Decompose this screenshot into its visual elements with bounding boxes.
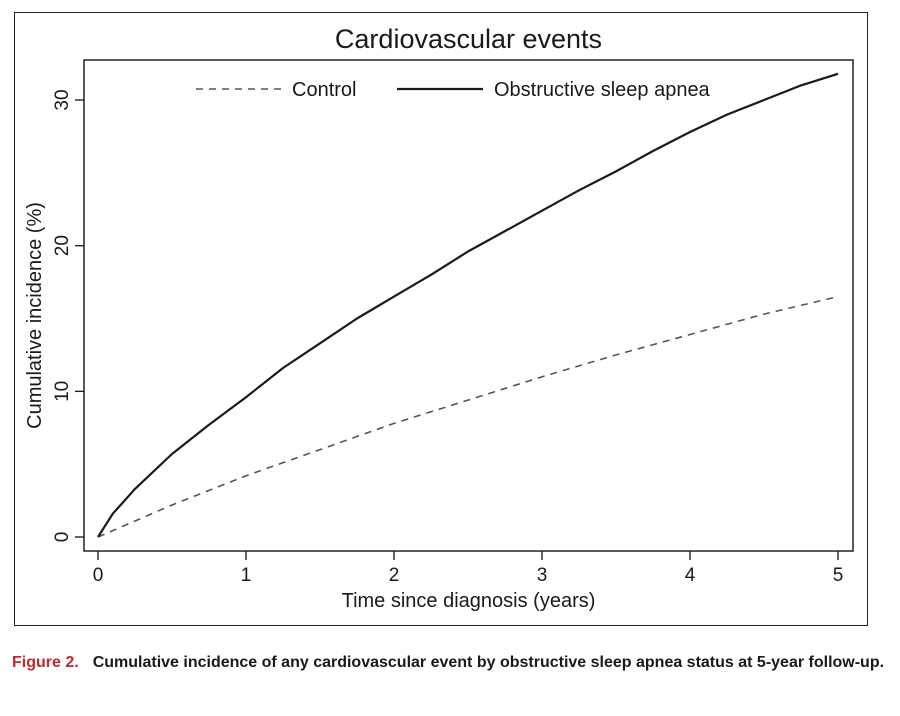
x-tick-label: 1 bbox=[241, 565, 252, 586]
y-axis-label: Cumulative incidence (%) bbox=[24, 202, 46, 429]
x-axis-label: Time since diagnosis (years) bbox=[342, 590, 596, 612]
series-line-osa bbox=[97, 72, 839, 538]
x-tick-label: 0 bbox=[93, 565, 104, 586]
caption-label: Figure 2. bbox=[12, 654, 79, 671]
figure-caption: Figure 2. Cumulative incidence of any car… bbox=[12, 651, 888, 674]
x-tick-label: 2 bbox=[389, 565, 400, 586]
plot-area bbox=[83, 59, 854, 552]
y-tick-label: 30 bbox=[52, 89, 73, 110]
y-tick-label: 0 bbox=[52, 532, 73, 543]
y-tick-label: 10 bbox=[52, 381, 73, 402]
chart: Cardiovascular events 0 1 2 3 4 5 Time since di… bbox=[24, 24, 854, 612]
x-tick-label: 3 bbox=[537, 565, 548, 586]
chart-title: Cardiovascular events bbox=[335, 24, 602, 54]
x-tick-label: 4 bbox=[685, 565, 696, 586]
series-line-control bbox=[97, 295, 839, 538]
x-tick-label: 5 bbox=[833, 565, 844, 586]
legend-label: Control bbox=[292, 79, 356, 101]
caption-text: Cumulative incidence of any cardiovascul… bbox=[92, 654, 885, 671]
legend-label: Obstructive sleep apnea bbox=[494, 79, 711, 101]
y-tick-label: 20 bbox=[52, 235, 73, 256]
